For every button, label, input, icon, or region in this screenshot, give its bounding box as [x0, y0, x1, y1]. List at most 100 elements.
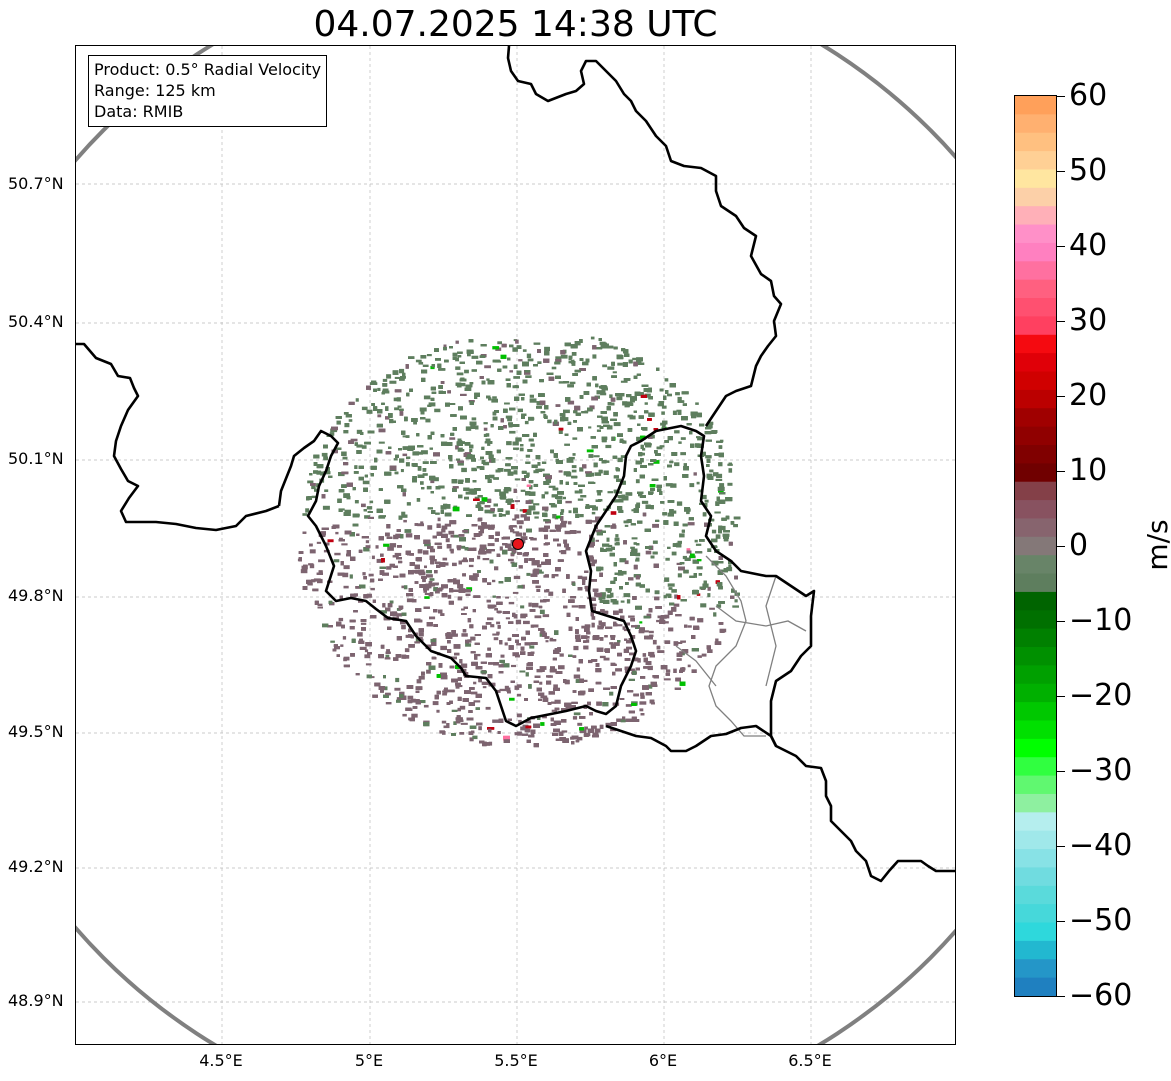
echo-pixel	[537, 462, 541, 466]
echo-pixel	[461, 545, 466, 549]
echo-pixel	[492, 396, 497, 399]
echo-pixel	[667, 546, 671, 549]
echo-pixel	[628, 615, 635, 618]
echo-pixel	[504, 685, 509, 690]
echo-pixel	[582, 580, 586, 585]
echo-pixel	[458, 479, 464, 482]
echo-pixel	[426, 669, 431, 674]
echo-pixel	[492, 346, 500, 350]
echo-pixel	[383, 675, 386, 679]
echo-pixel	[467, 618, 472, 623]
echo-pixel	[540, 722, 545, 726]
echo-pixel	[471, 417, 477, 421]
echo-pixel	[547, 675, 553, 678]
echo-pixel	[483, 433, 488, 437]
echo-pixel	[385, 607, 391, 612]
echo-pixel	[444, 523, 451, 527]
echo-pixel	[365, 540, 370, 544]
echo-pixel	[602, 364, 607, 368]
echo-pixel	[715, 534, 721, 539]
echo-pixel	[728, 564, 732, 569]
echo-pixel	[460, 393, 467, 396]
echo-pixel	[554, 699, 561, 704]
echo-pixel	[521, 584, 525, 589]
echo-pixel	[370, 587, 375, 591]
radar-map[interactable]	[75, 45, 956, 1045]
echo-pixel	[452, 562, 457, 567]
velocity-echoes	[297, 336, 741, 748]
echo-pixel	[620, 455, 628, 458]
echo-pixel	[406, 502, 411, 506]
echo-pixel	[551, 709, 557, 712]
echo-pixel	[318, 559, 325, 563]
echo-pixel	[472, 609, 476, 613]
echo-pixel	[673, 668, 677, 673]
echo-pixel	[576, 736, 583, 741]
echo-pixel	[645, 550, 652, 555]
echo-pixel	[368, 573, 374, 577]
echo-pixel	[717, 486, 725, 491]
echo-pixel	[520, 489, 526, 492]
echo-pixel	[714, 511, 721, 514]
echo-pixel	[554, 524, 562, 529]
echo-pixel	[364, 654, 371, 659]
echo-pixel	[542, 614, 550, 618]
echo-pixel	[705, 425, 713, 429]
echo-pixel	[619, 558, 627, 563]
echo-pixel	[307, 480, 314, 484]
echo-pixel	[625, 704, 632, 707]
echo-pixel	[676, 642, 683, 644]
echo-pixel	[394, 407, 400, 411]
echo-pixel	[495, 689, 501, 693]
echo-pixel	[695, 543, 702, 546]
echo-pixel	[364, 515, 371, 519]
echo-pixel	[482, 686, 487, 689]
echo-pixel	[696, 593, 701, 596]
echo-pixel	[310, 483, 316, 486]
echo-pixel	[438, 485, 445, 489]
echo-pixel	[473, 700, 481, 703]
echo-pixel	[395, 677, 400, 683]
echo-pixel	[361, 445, 367, 449]
echo-pixel	[482, 558, 490, 561]
echo-pixel	[460, 382, 466, 387]
echo-pixel	[341, 451, 347, 456]
echo-pixel	[461, 467, 467, 473]
echo-pixel	[340, 644, 344, 647]
echo-pixel	[539, 681, 543, 685]
echo-pixel	[607, 366, 615, 370]
echo-pixel	[622, 570, 627, 575]
echo-pixel	[342, 636, 347, 640]
echo-pixel	[491, 398, 498, 403]
echo-pixel	[399, 458, 405, 463]
echo-pixel	[455, 445, 459, 450]
echo-pixel	[402, 453, 408, 457]
echo-pixel	[333, 559, 340, 563]
echo-pixel	[567, 400, 575, 405]
echo-pixel	[423, 704, 429, 708]
echo-pixel	[588, 659, 593, 664]
echo-pixel	[436, 709, 440, 713]
echo-pixel	[535, 468, 543, 472]
echo-pixel	[607, 544, 613, 548]
echo-pixel	[389, 380, 397, 384]
echo-pixel	[361, 503, 366, 508]
echo-pixel	[577, 722, 583, 726]
echo-pixel	[421, 369, 428, 374]
echo-pixel	[417, 523, 424, 527]
echo-pixel	[465, 426, 472, 431]
echo-pixel	[514, 685, 520, 690]
echo-pixel	[610, 729, 617, 732]
echo-pixel	[559, 653, 564, 657]
echo-pixel	[516, 713, 522, 718]
echo-pixel	[457, 707, 461, 712]
echo-pixel	[470, 576, 478, 581]
echo-pixel	[609, 394, 613, 399]
echo-pixel	[471, 537, 476, 540]
echo-pixel	[467, 352, 471, 357]
echo-pixel	[592, 354, 597, 359]
echo-pixel	[594, 472, 602, 476]
echo-pixel	[490, 624, 495, 628]
echo-pixel	[519, 525, 523, 529]
echo-pixel	[589, 405, 595, 410]
